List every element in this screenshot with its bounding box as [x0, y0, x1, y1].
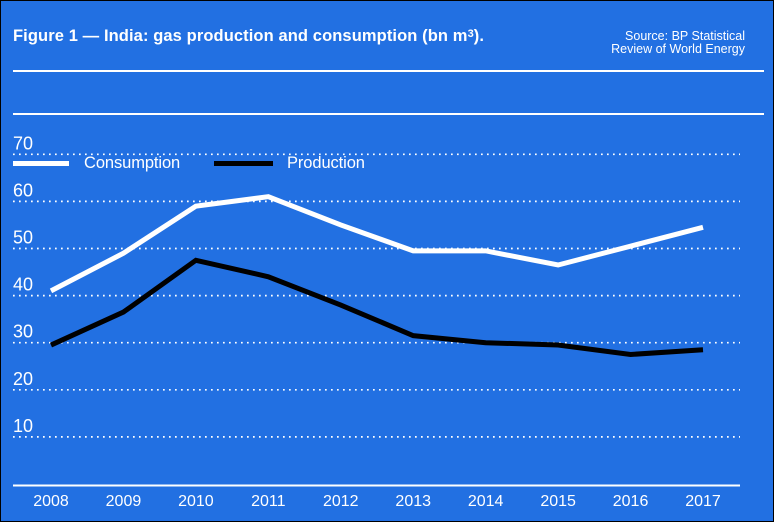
figure-title-text: Figure 1 — India: gas production and con… [13, 27, 468, 45]
source-line-1: Source: BP Statistical [625, 29, 745, 43]
y-tick-label-50: 50 [13, 228, 33, 248]
y-tick-label-20: 20 [13, 369, 33, 389]
y-tick-label-40: 40 [13, 275, 33, 295]
figure-title: Figure 1 — India: gas production and con… [13, 27, 484, 46]
legend-swatch-consumption [13, 160, 69, 166]
x-tick-label-2010: 2010 [178, 493, 214, 510]
x-tick-label-2015: 2015 [540, 493, 576, 510]
x-tick-label-2016: 2016 [613, 493, 649, 510]
y-tick-label-10: 10 [13, 416, 33, 436]
separator-line-top [13, 70, 764, 72]
x-tick-label-2009: 2009 [106, 493, 142, 510]
legend-label-consumption: Consumption [84, 154, 181, 172]
series-line-production [49, 257, 704, 357]
y-tick-label-30: 30 [13, 322, 33, 342]
x-tick-label-2017: 2017 [685, 493, 721, 510]
x-tick-label-2011: 2011 [251, 493, 286, 510]
x-tick-label-2012: 2012 [323, 493, 359, 510]
legend: Consumption Production [1, 71, 773, 172]
source-note: Source: BP Statistical Review of World E… [611, 30, 745, 55]
series-line-consumption [49, 194, 704, 294]
y-tick-label-70: 70 [13, 133, 33, 153]
x-tick-label-2013: 2013 [395, 493, 431, 510]
x-tick-label-2008: 2008 [33, 493, 69, 510]
figure-title-suffix: ). [473, 27, 485, 45]
legend-swatch-production [214, 160, 273, 166]
x-tick-label-2014: 2014 [468, 493, 504, 510]
y-tick-label-60: 60 [13, 180, 33, 200]
source-line-2: Review of World Energy [611, 41, 745, 56]
legend-label-production: Production [287, 154, 365, 172]
figure-title-superscript: 3 [467, 28, 474, 40]
separator-line-bottom [13, 113, 764, 115]
